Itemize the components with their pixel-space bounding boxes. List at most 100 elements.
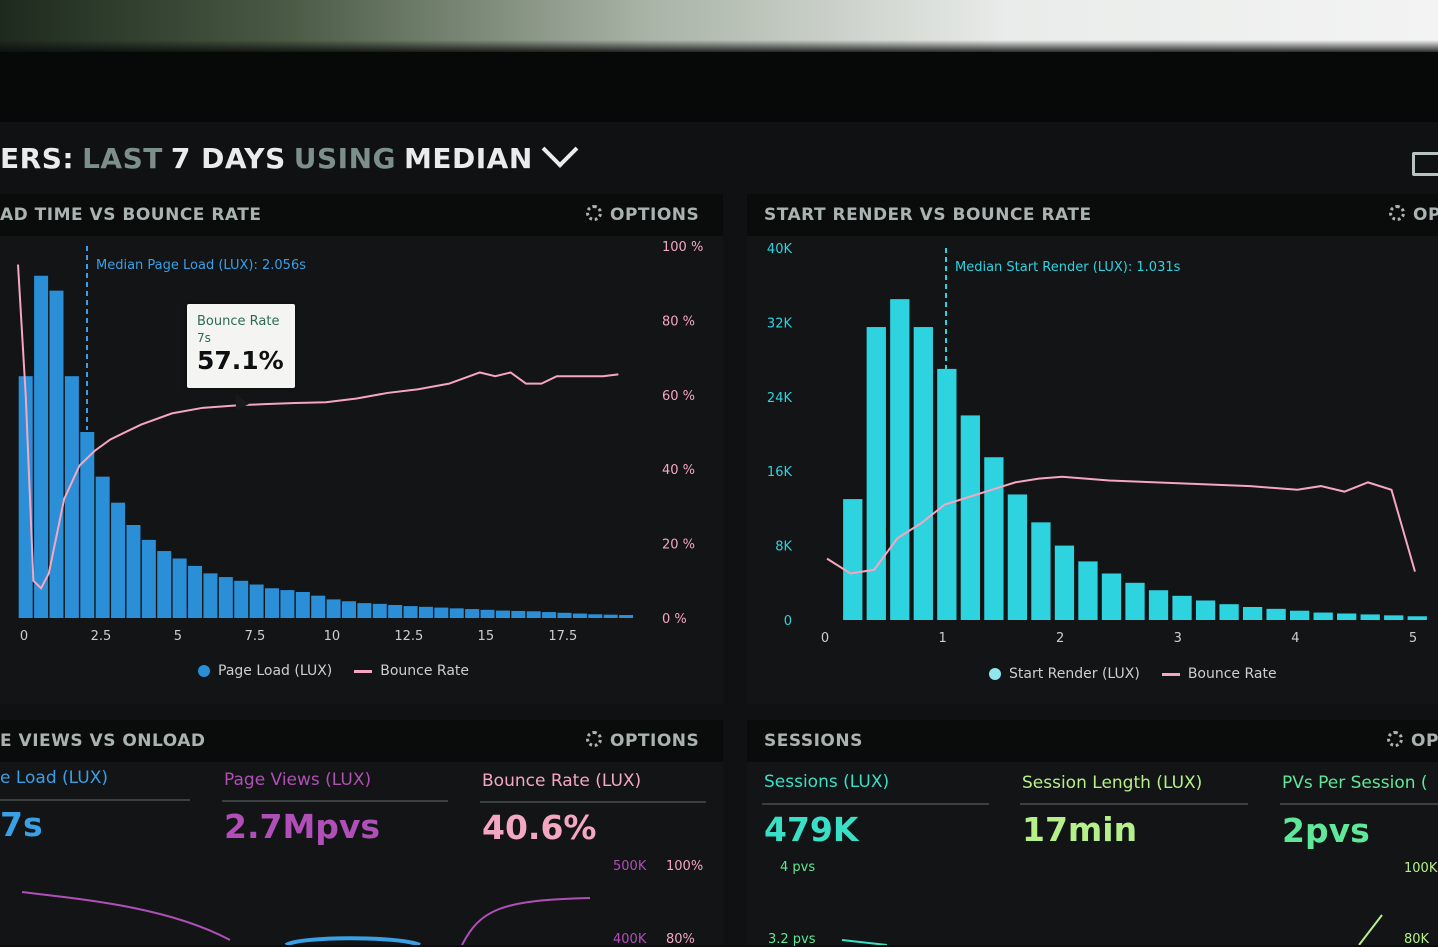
bar [1266, 608, 1286, 620]
monitor-icon[interactable] [1412, 152, 1438, 176]
x-tick-label: 17.5 [548, 629, 577, 644]
bar [265, 588, 280, 618]
x-tick-label: 12.5 [394, 629, 423, 644]
page-load-chart[interactable]: Median Page Load (LUX): 2.056s 0 2.5 5 7.5 10… [0, 230, 723, 650]
metric-divider [1020, 803, 1248, 805]
options-label: OP [1411, 731, 1438, 751]
bar [1172, 595, 1192, 620]
bar [203, 573, 218, 618]
metric-value: 2pvs [1282, 811, 1370, 850]
chart2-legend[interactable]: Start Render (LUX) Bounce Rate [989, 666, 1277, 682]
y-tick-label: 40 % [662, 463, 695, 478]
metric-label: Bounce Rate (LUX) [482, 771, 642, 791]
axis-left-label: 4 pvs [780, 860, 816, 875]
title-part-1: ERS: [0, 141, 75, 175]
options-label: OPTIONS [610, 205, 700, 225]
bar [1242, 606, 1263, 620]
bar [449, 608, 464, 618]
gear-icon [1389, 205, 1405, 221]
panel-page-views: E VIEWS VS ONLOAD OPTIONS [0, 720, 723, 945]
sessions-sparkline [841, 914, 1383, 945]
y-tick-label: 100 % [662, 240, 703, 255]
legend-series1: Start Render (LUX) [1009, 666, 1140, 682]
y-tick-label: 0 % [662, 612, 687, 627]
options-button[interactable]: OPTIONS [586, 731, 699, 751]
bar [1289, 610, 1310, 620]
bar [357, 603, 372, 618]
legend-dot-icon [989, 668, 1001, 680]
x-tick-label: 3 [1174, 631, 1182, 646]
metric-label: Session Length (LUX) [1022, 773, 1203, 793]
legend-line-icon [1161, 672, 1180, 676]
panel-header: AD TIME VS BOUNCE RATE OPTIONS [0, 194, 723, 236]
title-part-3: 7 DAYS [170, 141, 286, 175]
tooltip-value: 57.1% [197, 346, 284, 375]
title-part-4: USING [293, 141, 396, 175]
x-tick-label: 15 [478, 629, 495, 644]
bar [866, 327, 886, 620]
bounce-rate-line [17, 264, 619, 590]
bar [1360, 614, 1380, 620]
bar [1007, 494, 1028, 620]
metric-value: 40.6% [482, 808, 597, 847]
tooltip-title: Bounce Rate [197, 314, 280, 329]
metric-value: 479K [764, 810, 859, 849]
title-part-2: LAST [82, 141, 163, 175]
bar [1195, 600, 1216, 620]
sparkline-load [284, 936, 421, 945]
bar [234, 580, 249, 618]
bar [1078, 561, 1098, 620]
y-tick-label: 40K [767, 242, 793, 257]
y-tick-label: 60 % [662, 389, 695, 404]
options-button[interactable]: OP [1389, 205, 1438, 225]
bar [49, 290, 64, 618]
start-render-chart[interactable]: Median Start Render (LUX): 1.031s 0 1 2 3 4 5 4… [747, 230, 1438, 650]
metric-label: PVs Per Session ( [1282, 773, 1428, 793]
y-tick-label: 32K [767, 316, 793, 331]
bar [188, 565, 203, 618]
legend-series1: Page Load (LUX) [218, 663, 333, 679]
panel-title: SESSIONS [764, 731, 863, 751]
chevron-down-icon[interactable] [541, 131, 579, 168]
bar [1101, 573, 1122, 620]
x-tick-label: 1 [938, 631, 946, 646]
y-tick-label: 8K [775, 540, 792, 555]
bounce-rate-tooltip: Bounce Rate 7s 57.1% [187, 304, 295, 388]
bar [1337, 613, 1357, 620]
x-tick-label: 10 [324, 629, 341, 644]
bar [1313, 612, 1333, 620]
bar [434, 607, 449, 618]
median-label: Median Start Render (LUX): 1.031s [955, 260, 1181, 275]
sparkline-bounce [461, 897, 591, 945]
bar [1384, 615, 1404, 620]
sparkline-page-views [21, 891, 231, 941]
gear-icon [586, 205, 602, 221]
panel-page-load: AD TIME VS BOUNCE RATE OPTIONS [0, 194, 723, 704]
options-button[interactable]: OP [1387, 731, 1438, 751]
y-tick-label: 20 % [662, 538, 695, 553]
x-tick-label: 4 [1291, 631, 1299, 646]
gear-icon [1387, 731, 1403, 747]
bar [890, 299, 910, 620]
bounce-rate-line [826, 475, 1416, 575]
chart1-legend[interactable]: Page Load (LUX) Bounce Rate [198, 663, 469, 679]
options-button[interactable]: OPTIONS [586, 205, 699, 225]
page-title[interactable]: ERS: LAST 7 DAYS USING MEDIAN [0, 131, 579, 180]
bar [1148, 590, 1169, 620]
x-tick-label: 2 [1056, 631, 1064, 646]
bar [403, 606, 418, 618]
panel-title: E VIEWS VS ONLOAD [0, 731, 206, 751]
legend-line-icon [354, 669, 373, 673]
panel-header: E VIEWS VS ONLOAD OPTIONS [0, 720, 723, 762]
bar [495, 610, 510, 618]
bar [18, 376, 33, 618]
panel-sessions: SESSIONS OP [747, 720, 1438, 945]
bar [141, 539, 156, 618]
bar [603, 614, 618, 618]
x-tick-label: 0 [821, 631, 829, 646]
bar [295, 591, 310, 618]
panel-header: SESSIONS OP [747, 720, 1438, 762]
bar [280, 590, 295, 618]
bar [619, 615, 634, 618]
bar [1407, 616, 1427, 620]
